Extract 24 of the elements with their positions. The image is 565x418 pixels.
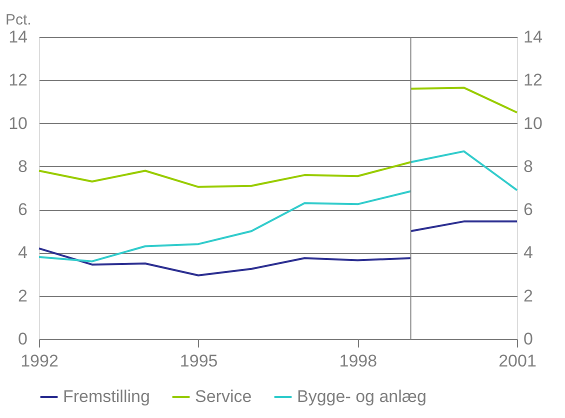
y-tick-label: 4 bbox=[18, 243, 28, 262]
legend-label: Bygge- og anlæg bbox=[297, 387, 426, 406]
y2-tick-label: 12 bbox=[524, 70, 542, 90]
y2-tick-label: 6 bbox=[524, 200, 533, 220]
x-tick-label: 1992 bbox=[20, 352, 58, 370]
y-tick-label: 0 bbox=[18, 330, 28, 348]
legend-label: Service bbox=[195, 387, 252, 406]
y-tick-label: 8 bbox=[18, 156, 28, 176]
y2-tick-label: 2 bbox=[524, 286, 533, 306]
y-tick-label: 6 bbox=[18, 200, 28, 220]
y2-tick-label: 8 bbox=[524, 156, 533, 176]
y2-tick-label: 4 bbox=[524, 243, 533, 262]
x-tick-label: 2001 bbox=[498, 352, 536, 370]
y2-tick-label: 14 bbox=[524, 28, 542, 46]
y-tick-label: 10 bbox=[8, 114, 28, 133]
y-tick-label: 14 bbox=[8, 28, 28, 46]
x-tick-label: 1995 bbox=[180, 352, 218, 370]
y-tick-label: 12 bbox=[8, 70, 28, 90]
legend-label: Fremstilling bbox=[63, 387, 150, 406]
y-tick-label: 2 bbox=[18, 286, 28, 306]
x-tick-label: 1998 bbox=[339, 352, 378, 370]
y2-tick-label: 0 bbox=[524, 330, 533, 348]
y2-tick-label: 10 bbox=[524, 114, 542, 133]
y-axis-title: Pct. bbox=[6, 12, 32, 28]
